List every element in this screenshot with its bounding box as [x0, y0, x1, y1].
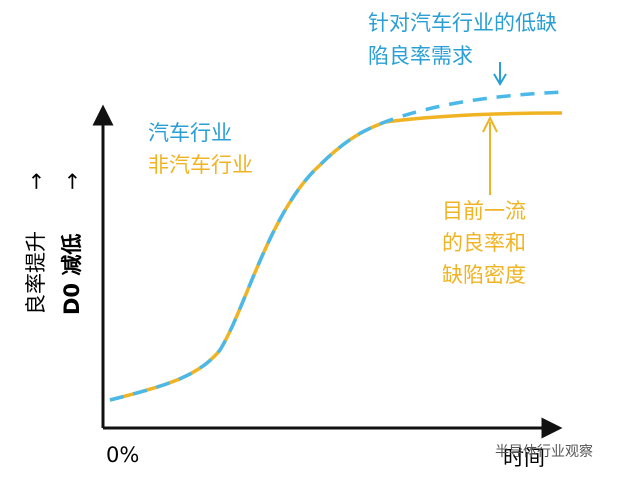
x-origin: 0% — [106, 443, 139, 467]
legend-automotive: 汽车行业 — [148, 121, 232, 145]
current-note: 的良率和 — [442, 231, 526, 255]
watermark: 半导体行业观察 — [495, 443, 593, 460]
target-note: 陷良率需求 — [368, 44, 473, 68]
current-note: 目前一流 — [442, 199, 526, 223]
y-label-arrow: → — [24, 172, 48, 190]
legend-non-automotive: 非汽车行业 — [148, 153, 253, 177]
current-note: 缺陷密度 — [442, 263, 526, 287]
y-label-arrow: → — [60, 172, 84, 190]
target-note: 针对汽车行业的低缺 — [368, 11, 557, 35]
y-label-yield: 良率提升 — [24, 231, 48, 315]
current-arrow-head — [482, 115, 498, 133]
y-label-d0: D0 减低 — [60, 234, 84, 315]
automotive-curve — [109, 90, 566, 402]
target-arrow-head — [493, 73, 507, 86]
x-label: 时间 — [503, 446, 545, 470]
